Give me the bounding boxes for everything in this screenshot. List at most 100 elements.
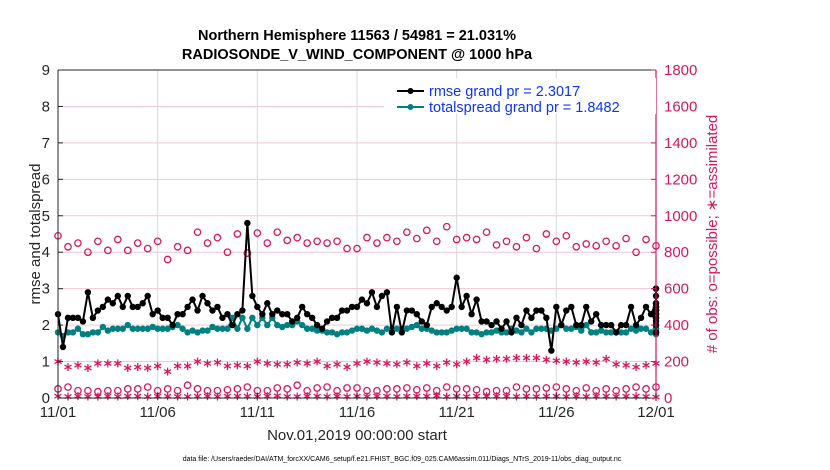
totalspread-point bbox=[338, 329, 346, 336]
legend-rmse-label: rmse grand pr = 2.3017 bbox=[429, 84, 580, 100]
y-tick-label-right: 600 bbox=[664, 281, 689, 298]
rmse-point bbox=[593, 310, 600, 318]
rmse-point bbox=[558, 321, 565, 329]
totalspread-point bbox=[358, 325, 366, 332]
y-tick-label-left: 6 bbox=[42, 171, 50, 188]
asterisk-stroke bbox=[333, 361, 341, 367]
totalspread-point bbox=[94, 329, 102, 336]
obs-possible-marker bbox=[293, 233, 302, 242]
totalspread-point bbox=[418, 325, 425, 332]
totalspread-point bbox=[533, 325, 540, 332]
obs-possible-marker-lower bbox=[462, 385, 471, 393]
obs-possible-marker-lower bbox=[622, 385, 630, 393]
totalspread-point bbox=[597, 327, 605, 334]
rmse-point bbox=[473, 296, 480, 303]
totalspread-point bbox=[134, 325, 141, 332]
asterisk-stroke bbox=[323, 363, 331, 369]
obs-possible-marker-lower bbox=[143, 383, 152, 391]
asterisk-stroke bbox=[532, 355, 541, 361]
asterisk-stroke bbox=[632, 364, 640, 370]
totalspread-point bbox=[174, 321, 181, 329]
asterisk-stroke bbox=[422, 360, 431, 366]
asterisk-stroke bbox=[552, 358, 561, 364]
rmse-point bbox=[144, 292, 151, 300]
obs-assimilated-marker bbox=[343, 363, 351, 372]
obs-possible-marker bbox=[84, 248, 92, 257]
obs-possible-marker-lower bbox=[552, 383, 561, 391]
obs-possible-marker-lower bbox=[273, 384, 282, 392]
asterisk-stroke bbox=[403, 359, 411, 366]
totalspread-point bbox=[453, 325, 460, 332]
asterisk-stroke bbox=[612, 361, 620, 367]
obs-assimilated-marker bbox=[133, 363, 142, 372]
rmse-point bbox=[219, 314, 226, 322]
asterisk-stroke bbox=[373, 359, 381, 366]
obs-possible-marker bbox=[343, 244, 351, 253]
totalspread-point bbox=[144, 325, 151, 332]
rmse-point bbox=[388, 329, 396, 336]
obs-assimilated-marker bbox=[333, 360, 341, 369]
obs-possible-marker-lower bbox=[642, 385, 650, 393]
obs-possible-marker-lower bbox=[512, 383, 521, 391]
asterisk-stroke bbox=[492, 356, 501, 362]
asterisk-stroke bbox=[462, 358, 471, 365]
rmse-point bbox=[493, 318, 500, 325]
rmse-point bbox=[588, 318, 595, 325]
obs-assimilated-marker bbox=[472, 353, 481, 362]
asterisk-stroke bbox=[273, 361, 282, 367]
rmse-point bbox=[358, 296, 366, 303]
y-tick-label-right: 1600 bbox=[664, 98, 697, 115]
obs-possible-marker bbox=[163, 255, 172, 264]
totalspread-point bbox=[443, 329, 450, 336]
obs-possible-marker bbox=[402, 228, 411, 237]
obs-possible-marker bbox=[602, 237, 611, 246]
totalspread-point bbox=[89, 329, 97, 336]
rmse-point bbox=[503, 318, 510, 325]
obs-assimilated-marker bbox=[612, 360, 620, 369]
rmse-point bbox=[199, 292, 206, 300]
y-tick-label-right: 400 bbox=[664, 317, 689, 334]
asterisk-stroke bbox=[622, 362, 630, 368]
asterisk-stroke bbox=[472, 355, 481, 361]
y-tick-label-left: 1 bbox=[42, 354, 50, 371]
totalspread-point bbox=[578, 327, 585, 334]
rmse-point bbox=[313, 321, 321, 329]
obs-assimilated-marker bbox=[64, 363, 72, 372]
obs-possible-marker bbox=[452, 235, 461, 244]
asterisk-stroke bbox=[64, 364, 72, 370]
asterisk-stroke bbox=[442, 359, 451, 366]
rmse-point bbox=[259, 310, 266, 318]
totalspread-point bbox=[184, 329, 191, 336]
rmse-point bbox=[264, 300, 271, 307]
obs-assimilated-marker bbox=[592, 358, 601, 367]
obs-possible-marker-lower bbox=[632, 383, 640, 391]
obs-assimilated-marker bbox=[442, 358, 451, 367]
totalspread-point bbox=[159, 325, 166, 332]
obs-possible-marker bbox=[472, 235, 481, 244]
axes: 0 1 2 3 4 5 6 7 8 9 0 200 400 600 800 1000 1200 1400 1600 1… bbox=[40, 62, 698, 421]
asterisk-stroke bbox=[592, 359, 601, 366]
obs-possible-marker bbox=[642, 235, 650, 244]
rmse-point bbox=[124, 292, 131, 300]
totalspread-point bbox=[149, 323, 156, 331]
obs-assimilated-marker bbox=[462, 357, 471, 366]
rmse-point bbox=[333, 314, 341, 322]
totalspread-point bbox=[588, 329, 595, 336]
totalspread-point bbox=[568, 325, 575, 332]
obs-possible-marker bbox=[273, 228, 282, 237]
obs-assimilated-marker bbox=[293, 358, 302, 367]
asterisk-stroke bbox=[273, 393, 282, 399]
obs-possible-marker bbox=[522, 233, 531, 242]
asterisk-stroke bbox=[133, 364, 142, 370]
obs-possible-marker bbox=[562, 231, 571, 240]
rmse-point bbox=[458, 303, 465, 311]
obs-possible-marker bbox=[303, 239, 312, 247]
rmse-point bbox=[179, 310, 186, 318]
obs-assimilated-marker bbox=[143, 363, 152, 372]
totalspread-point bbox=[124, 321, 131, 329]
obs-possible-marker bbox=[512, 242, 521, 251]
rmse-point bbox=[578, 321, 585, 329]
rmse-point bbox=[159, 314, 166, 322]
obs-possible-marker bbox=[203, 239, 212, 247]
